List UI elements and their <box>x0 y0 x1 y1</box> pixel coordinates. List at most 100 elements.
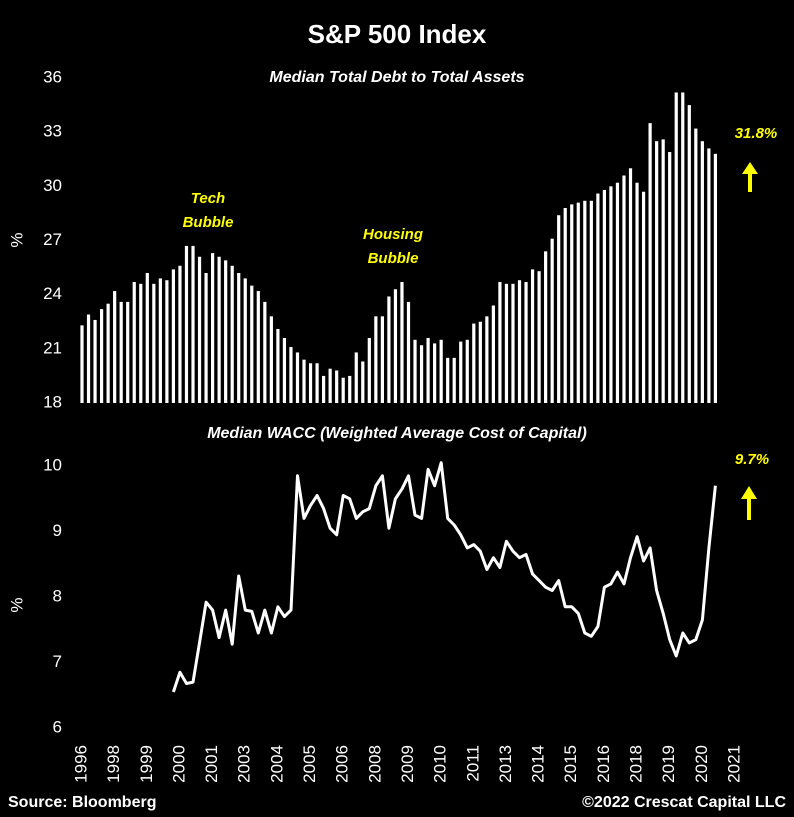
bar <box>211 253 215 403</box>
bar <box>713 153 718 403</box>
annotation: 9.7% <box>735 451 769 468</box>
annotation: Bubble <box>368 250 419 267</box>
bar <box>413 339 417 403</box>
bar <box>511 283 515 403</box>
bar <box>302 359 306 403</box>
bar <box>139 283 143 403</box>
bar <box>158 278 162 403</box>
y-tick-label: 36 <box>43 67 62 86</box>
y-axis-label: % <box>7 232 26 247</box>
bar <box>648 123 652 403</box>
bar <box>478 321 482 403</box>
bar <box>694 128 698 404</box>
bar <box>256 291 260 403</box>
bar <box>387 296 391 403</box>
bar <box>589 200 593 403</box>
line <box>171 461 717 693</box>
bar <box>406 301 411 403</box>
bar <box>485 316 489 403</box>
x-tick-label: 2016 <box>594 745 613 783</box>
bar <box>145 273 149 403</box>
subtitle: Median Total Debt to Total Assets <box>269 69 524 86</box>
bar <box>380 316 384 403</box>
x-tick-label: 2020 <box>692 745 711 783</box>
x-tick-label: 1996 <box>71 745 90 783</box>
bar <box>635 182 639 403</box>
bar <box>628 168 633 403</box>
bar <box>308 363 313 403</box>
bar <box>237 273 241 403</box>
x-tick-label: 2021 <box>724 745 743 783</box>
bar <box>341 377 345 403</box>
bar <box>707 148 711 403</box>
bar <box>681 92 685 403</box>
y-tick-label: 30 <box>43 176 62 195</box>
bar <box>171 269 176 403</box>
bar <box>426 338 430 403</box>
x-tick-label: 2005 <box>300 745 319 783</box>
subtitle: Median WACC (Weighted Average Cost of Ca… <box>207 425 587 442</box>
x-tick-label: 2009 <box>398 745 417 783</box>
bar <box>282 338 287 403</box>
bar <box>86 314 91 403</box>
y-tick-label: 9 <box>53 521 62 540</box>
bar <box>524 282 528 403</box>
bar <box>328 368 332 403</box>
bar <box>191 245 195 403</box>
x-tick-label: 2019 <box>659 745 678 783</box>
bar <box>217 256 221 403</box>
x-tick-label: 2003 <box>235 745 254 783</box>
annotation: 31.8% <box>735 125 778 142</box>
bar <box>269 316 273 403</box>
bar <box>322 375 326 403</box>
bar <box>655 141 659 403</box>
annotation: Housing <box>363 226 423 243</box>
y-tick-label: 7 <box>53 652 62 671</box>
bar <box>367 338 371 403</box>
y-tick-label: 10 <box>43 455 62 474</box>
bar <box>335 370 339 403</box>
bar <box>465 339 469 403</box>
bar <box>615 182 620 403</box>
x-tick-label: 2006 <box>333 745 352 783</box>
page-title: S&P 500 Index <box>308 19 487 49</box>
bar <box>230 265 234 403</box>
bar <box>374 316 378 403</box>
bar <box>641 191 646 403</box>
bar <box>132 282 136 403</box>
y-tick-label: 27 <box>43 230 62 249</box>
bar <box>498 282 502 403</box>
bar <box>674 92 678 403</box>
bar <box>472 323 476 403</box>
x-tick-label: 2004 <box>267 745 286 783</box>
y-tick-label: 6 <box>53 717 62 736</box>
bar <box>596 193 600 403</box>
bar <box>354 352 358 403</box>
x-tick-label: 2013 <box>496 745 515 783</box>
bar <box>99 309 104 403</box>
y-tick-label: 18 <box>43 392 62 411</box>
bar <box>557 215 561 403</box>
bar <box>119 301 123 403</box>
bar <box>439 339 443 403</box>
bar <box>583 200 587 403</box>
bar <box>576 202 580 403</box>
arrow-bottom <box>741 486 757 520</box>
bar <box>165 280 169 403</box>
bar <box>315 363 319 403</box>
y-tick-label: 33 <box>43 122 62 141</box>
bar <box>393 289 398 403</box>
annotation: Tech <box>191 190 225 207</box>
bar <box>544 251 548 403</box>
bar <box>609 186 613 403</box>
bar <box>250 285 254 403</box>
x-tick-label: 2014 <box>529 745 548 783</box>
bar <box>184 245 189 403</box>
x-tick-label: 2010 <box>431 745 450 783</box>
bar <box>419 345 424 403</box>
bar <box>152 283 156 403</box>
x-tick-label: 2015 <box>561 745 580 783</box>
y-tick-label: 8 <box>53 586 62 605</box>
bar <box>361 361 365 403</box>
